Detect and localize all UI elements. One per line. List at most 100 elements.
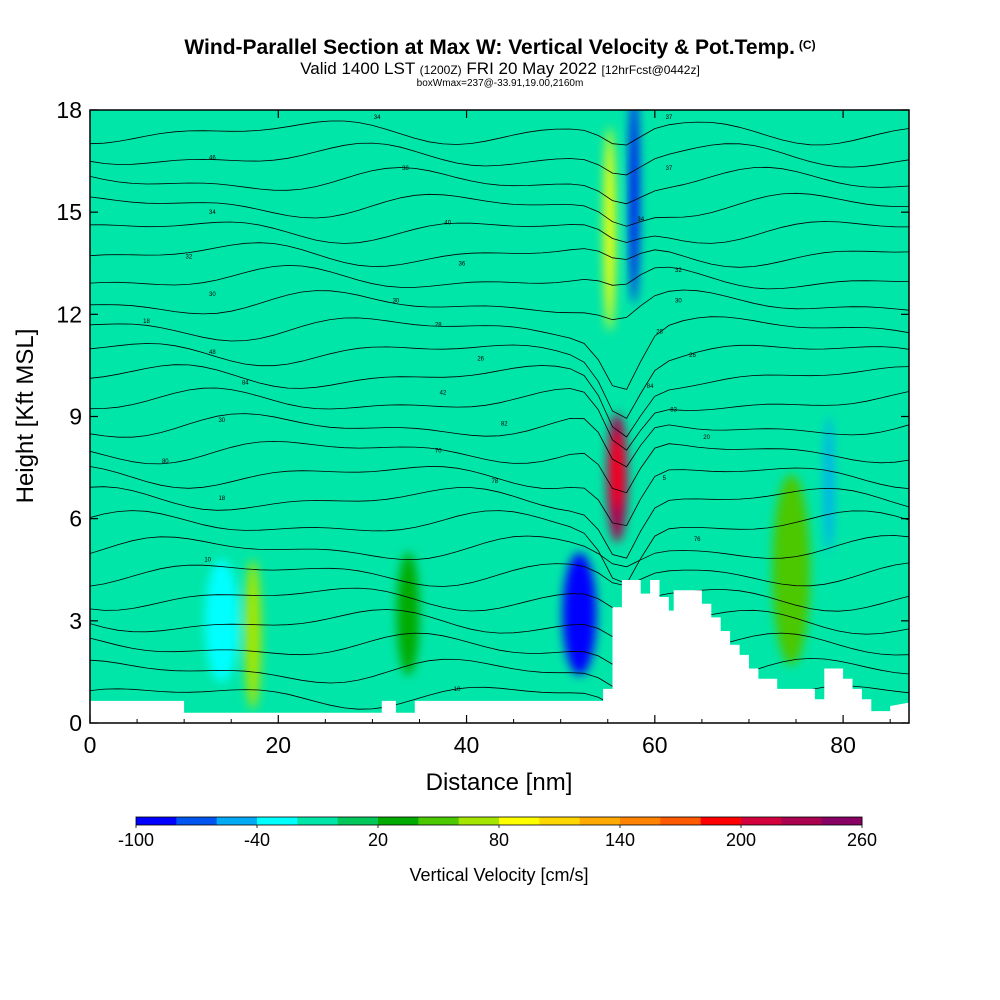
- isentrope-contour: [90, 387, 909, 451]
- x-tick-label: 40: [454, 732, 480, 758]
- contour-label: 84: [242, 380, 249, 386]
- contour-label: 26: [689, 353, 696, 359]
- valid-utc: (1200Z): [419, 63, 462, 77]
- isentrope-contour: [90, 587, 909, 612]
- contour-label: 10: [454, 687, 461, 693]
- contour-label: 30: [675, 299, 682, 305]
- x-axis: 0 20 40 60 80: [84, 110, 891, 758]
- contour-label: 18: [218, 496, 225, 502]
- isentrope-contour: [90, 343, 909, 419]
- contour-label: 78: [491, 479, 498, 485]
- colorbar-tick-label: 200: [726, 830, 756, 850]
- colorbar-swatch: [418, 817, 460, 825]
- colorbar-tick-label: -100: [118, 830, 154, 850]
- copyright-mark: (C): [798, 38, 816, 52]
- contour-label: 70: [435, 449, 442, 455]
- isentrope-contour: [90, 289, 909, 321]
- y-tick-label: 15: [56, 199, 82, 225]
- y-tick-label: 12: [56, 301, 82, 327]
- colorbar-swatch: [660, 817, 702, 825]
- valid-date: FRI 20 May 2022: [466, 59, 597, 78]
- contour-label: 30: [218, 418, 225, 424]
- plot-area: 34 46 38 34 40 32 36 30 30 18 28 48 26 84 42 30 82 80 70 18…: [89, 109, 910, 724]
- colorbar-swatch: [216, 817, 258, 825]
- isentrope-contour: [90, 142, 909, 176]
- forecast-info: [12hrFcst@0442z]: [601, 63, 700, 77]
- isentrope-contour: [90, 535, 909, 568]
- velocity-feature-8: [824, 416, 834, 553]
- contour-label: 34: [637, 217, 644, 223]
- terrain-profile: [90, 580, 909, 723]
- contour-label: 83: [670, 408, 677, 414]
- colorbar-swatch: [499, 817, 540, 825]
- velocity-feature-3: [562, 552, 597, 676]
- contour-label: 30: [393, 299, 400, 305]
- y-tick-label: 9: [69, 404, 82, 430]
- isentrope-contour: [90, 632, 909, 668]
- colorbar-swatch: [781, 817, 823, 825]
- colorbar-swatch: [741, 817, 782, 825]
- isentrope-contour: [90, 609, 909, 640]
- colorbar: -100 -40 20 80 140 200 260: [118, 816, 877, 850]
- colorbar-tick-label: 140: [605, 830, 635, 850]
- colorbar-swatch: [378, 817, 419, 825]
- isentrope-contour: [90, 657, 909, 690]
- contour-label: 37: [666, 166, 673, 172]
- y-tick-label: 3: [69, 608, 82, 634]
- colorbar-tick-label: -40: [244, 830, 270, 850]
- isentrope-contour: [90, 562, 909, 587]
- contour-label: 30: [209, 292, 216, 298]
- y-tick-label: 18: [56, 97, 82, 123]
- colorbar-swatch: [257, 817, 298, 825]
- velocity-feature-1: [629, 110, 639, 305]
- velocity-feature-6: [772, 474, 811, 666]
- isentrope-contour: [90, 221, 909, 244]
- contour-label: 42: [440, 391, 447, 397]
- contour-label: 37: [666, 115, 673, 121]
- contour-label: 32: [186, 254, 193, 260]
- y-axis: 0 36 9 12 15 18: [56, 97, 909, 736]
- isentrope-contour: [90, 440, 909, 494]
- contour-label: 48: [209, 350, 216, 356]
- contour-label: 20: [703, 435, 710, 441]
- colorbar-swatch: [176, 817, 218, 825]
- contour-label: 82: [501, 421, 508, 427]
- contour-label: 38: [402, 166, 409, 172]
- contour-label: 5: [663, 476, 667, 482]
- colorbar-swatch: [821, 817, 863, 825]
- contour-label: 84: [647, 384, 654, 390]
- isentrope-contour: [90, 413, 909, 468]
- y-tick-label: 0: [69, 710, 82, 736]
- velocity-feature-7: [204, 559, 239, 683]
- velocity-feature-2: [603, 127, 616, 332]
- velocity-feature-4: [244, 559, 262, 710]
- chart-subtitle: Valid 1400 LST (1200Z) FRI 20 May 2022 […: [0, 59, 1000, 79]
- colorbar-tick-label: 20: [368, 830, 388, 850]
- contour-label: 80: [162, 459, 169, 465]
- contour-label: 36: [459, 261, 466, 267]
- colorbar-tick-label: 80: [489, 830, 509, 850]
- contour-label: 18: [143, 319, 150, 325]
- velocity-feature-5: [396, 552, 420, 676]
- velocity-feature-core-0: [611, 432, 623, 511]
- colorbar-swatch: [458, 817, 500, 825]
- contour-label: 26: [477, 357, 484, 363]
- colorbar-swatch: [539, 817, 581, 825]
- contour-label: 28: [435, 323, 442, 329]
- colorbar-tick-label: 260: [847, 830, 877, 850]
- colorbar-swatch: [297, 817, 339, 825]
- colorbar-swatch: [579, 817, 621, 825]
- contour-label: 34: [209, 210, 216, 216]
- isentrope-contour: [90, 192, 909, 227]
- isentrope-contour: [90, 264, 909, 290]
- x-tick-label: 0: [84, 732, 97, 758]
- y-axis-label: Height [Kft MSL]: [12, 329, 39, 504]
- isentrope-contour: [90, 242, 909, 268]
- colorbar-swatch: [337, 817, 379, 825]
- box-info: boxWmax=237@-33.91,19.00,2160m: [416, 78, 584, 89]
- contour-label: 10: [204, 558, 211, 564]
- isentrope-contour: [90, 486, 909, 559]
- isentrope-contour: [90, 166, 909, 205]
- x-tick-label: 60: [642, 732, 668, 758]
